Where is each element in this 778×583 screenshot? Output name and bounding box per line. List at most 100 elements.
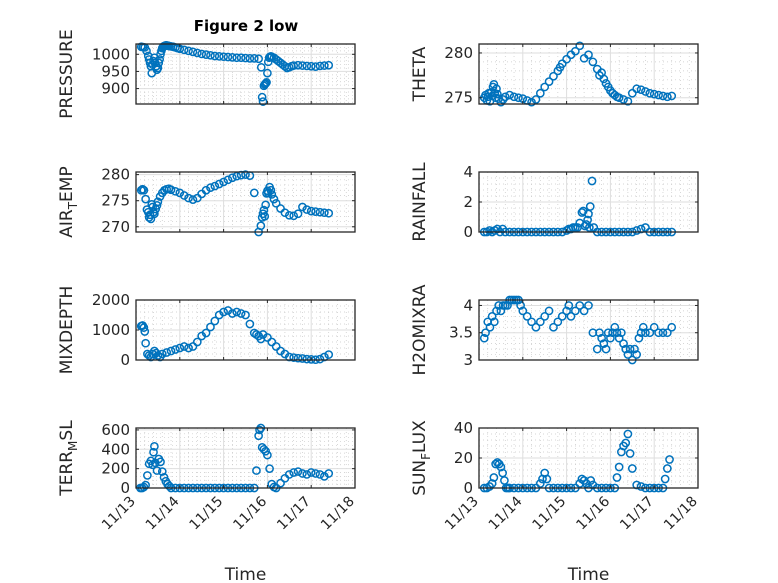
data-point [500,92,510,102]
data-point [152,201,162,210]
x-tick-label: 11/16 [230,493,270,533]
data-point [143,471,152,480]
data-point [575,301,585,310]
data-point [627,464,637,473]
data-point [638,322,648,332]
data-point [219,307,228,317]
data-point [535,317,545,327]
data-point [179,45,189,55]
data-point [179,342,189,351]
markers [136,306,334,365]
data-point [152,466,162,475]
data-point [632,226,642,235]
data-point [139,482,149,492]
data-point [597,333,606,343]
data-point [254,54,263,64]
data-point [503,301,512,310]
data-point [571,306,580,316]
data-point [223,52,233,62]
y-axis-label-subscript: M [66,441,80,451]
data-point [514,93,523,103]
axes-box [478,43,699,105]
data-point [632,84,642,94]
data-point [315,470,325,479]
data-point [531,95,541,104]
data-point [625,449,635,458]
data-point [649,322,659,332]
data-point [293,60,303,70]
data-point [660,474,670,484]
data-point [610,90,620,100]
data-point [575,41,585,51]
data-point [210,316,220,326]
y-tick-label: 0 [463,223,473,241]
data-point [306,468,316,477]
y-tick-label: 600 [101,421,130,439]
data-point [603,328,613,338]
data-point [505,90,515,100]
y-axis-label: MIXDEPTH [57,286,77,375]
y-tick-label: 950 [101,62,130,80]
y-tick-label: 3.5 [449,324,473,342]
data-point [271,198,281,208]
data-point [584,50,593,60]
data-point [562,306,571,316]
data-point [150,442,159,451]
data-point [289,211,299,221]
markers [136,41,334,106]
data-point [206,50,215,60]
data-point [162,348,172,357]
data-point [263,68,272,78]
data-point [595,328,604,338]
y-axis-label: AIRTEMP [57,166,80,237]
data-point [641,328,650,338]
data-point [493,89,502,99]
data-point [184,343,193,353]
data-point [150,209,159,219]
data-point [188,195,198,205]
data-point [654,328,663,338]
data-point [667,322,677,332]
data-point [319,61,329,70]
y-axis-label-main: SUN [410,460,430,496]
x-tick-label: 11/16 [573,493,613,533]
y-axis-label: RAINFALL [410,162,430,242]
data-point [257,92,267,102]
data-point [636,85,646,95]
y-tick-label: 2 [463,193,473,211]
data-point [188,47,198,57]
data-point [324,350,334,359]
data-point [658,91,668,101]
data-point [324,469,334,478]
y-tick-label: 280 [101,166,130,184]
data-point [232,53,242,63]
data-point [634,333,644,343]
data-point [280,208,290,218]
data-point [662,464,672,473]
minor-grid [479,172,698,232]
y-tick-label: 20 [454,449,473,467]
data-point [564,301,574,310]
data-point [531,322,541,332]
x-tick-label: 11/18 [661,494,701,534]
data-point [236,309,246,318]
y-tick-label: 275 [444,89,473,107]
data-point [188,342,198,351]
data-point [166,346,176,356]
data-point [206,183,215,193]
y-axis-label-main: AIR [57,209,77,238]
data-point [261,200,270,210]
data-point [509,92,519,102]
data-point [142,46,151,56]
x-axis-label: Time [567,565,610,583]
data-point [284,470,294,479]
data-point [614,333,624,343]
data-point [557,312,567,321]
data-point [587,176,597,186]
data-point [258,97,268,106]
data-point [263,333,272,342]
data-point [645,88,655,98]
data-point [641,87,650,96]
